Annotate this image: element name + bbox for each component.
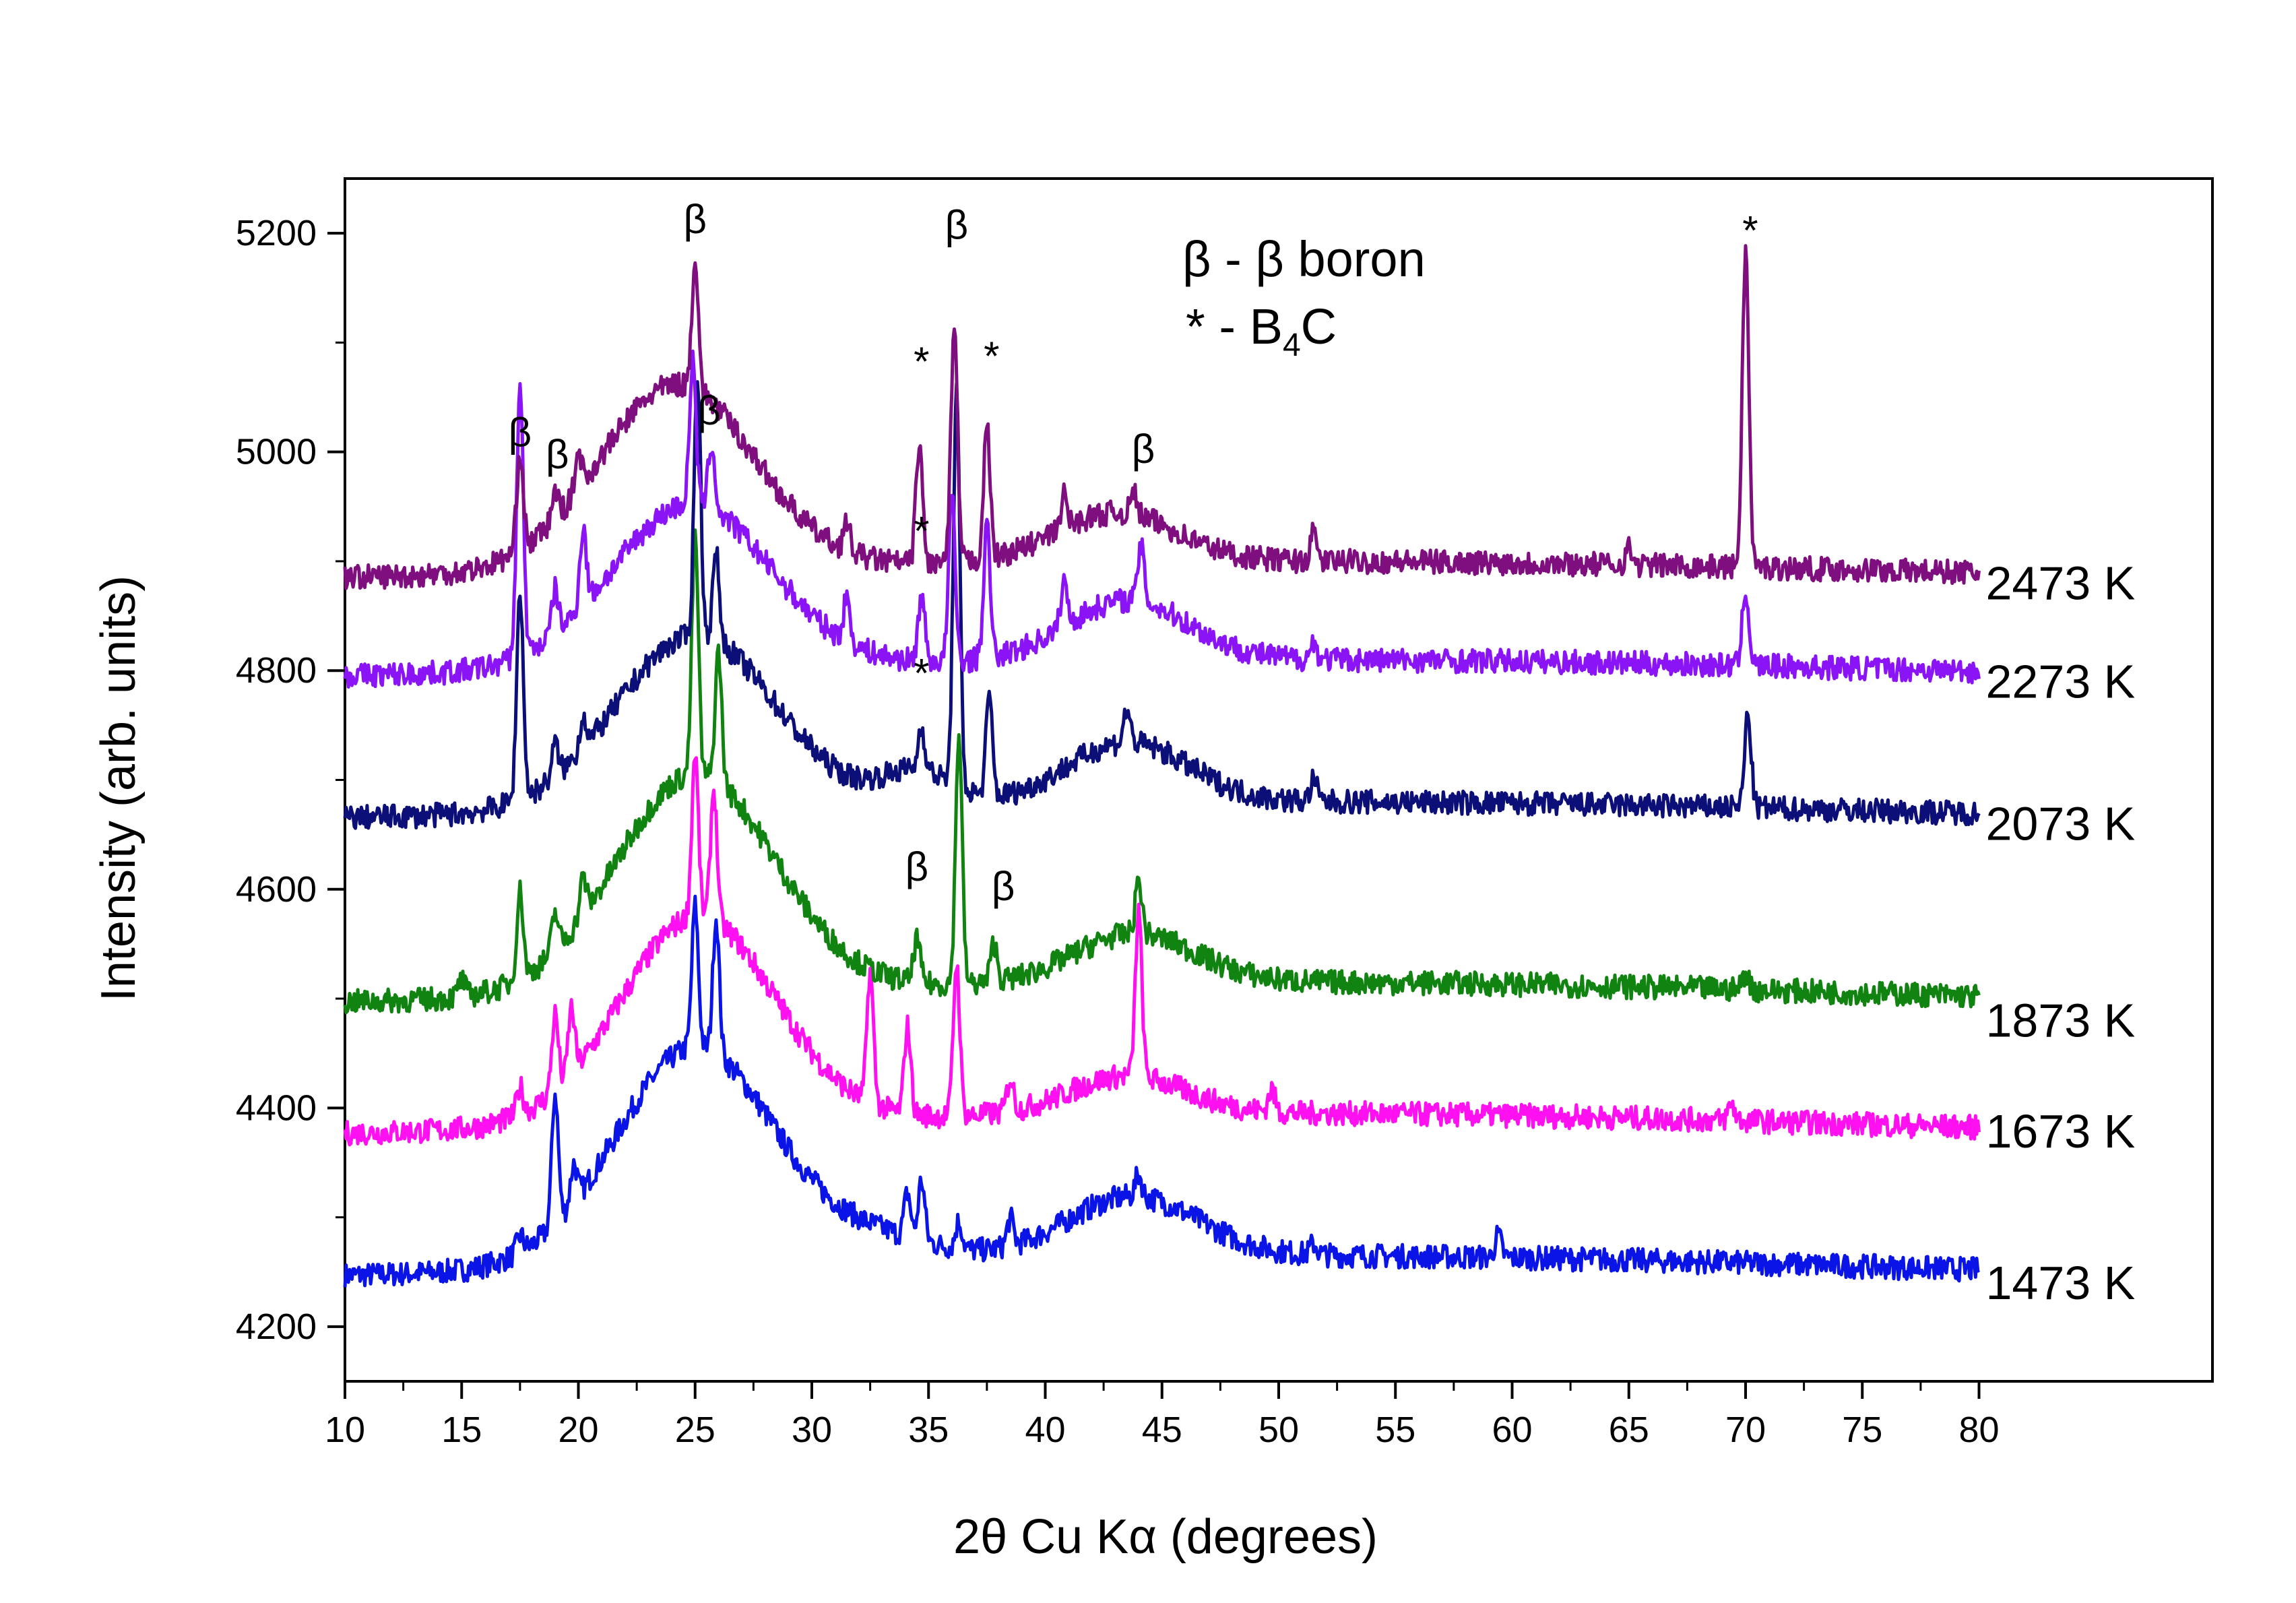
series-line-0 [343,894,1981,1288]
series-label-3: 2073 K [1986,797,2136,850]
peak-annotation-7: β [697,388,721,433]
peak-annotation-6: β [546,432,569,477]
peak-annotation-3: * [914,339,929,384]
series-label-5: 2473 K [1986,557,2136,609]
legend-b4c-suffix: C [1301,298,1337,354]
y-tick-label-4: 5000 [236,432,317,472]
peak-annotation-5: β [509,410,532,455]
series-label-1: 1673 K [1986,1105,2136,1158]
series-layer [343,244,1981,1288]
x-tick-label-12: 70 [1725,1410,1766,1450]
peak-annotation-12: β [992,864,1015,909]
x-tick-label-6: 40 [1025,1410,1065,1450]
x-tick-label-1: 15 [441,1410,482,1450]
peak-annotation-11: β [905,844,929,889]
x-tick-label-8: 50 [1258,1410,1299,1450]
peak-annotation-0: β [683,197,707,242]
legend-beta-text: - β boron [1211,231,1426,287]
y-tick-label-3: 4800 [236,650,317,691]
y-tick-label-5: 5200 [236,213,317,253]
x-tick-label-7: 45 [1142,1410,1182,1450]
series-line-2 [343,528,1981,1015]
peak-annotation-8: β [1132,427,1155,472]
y-axis-title: Intensity (arb. units) [92,575,146,1001]
x-tick-label-13: 75 [1842,1410,1882,1450]
legend-beta-symbol: β [1182,231,1211,287]
x-tick-label-3: 25 [675,1410,715,1450]
y-tick-label-1: 4400 [236,1088,317,1128]
legend-b4c-subscript: 4 [1283,327,1301,363]
series-line-5 [343,244,1981,590]
legend-b4c-symbol: * [1186,298,1205,354]
x-tick-label-0: 10 [325,1410,365,1450]
series-line-1 [343,756,1981,1147]
peak-annotation-9: * [914,509,929,554]
series-line-4 [343,349,1981,689]
peak-annotation-2: * [1742,208,1758,253]
legend-b4c-text: - B [1205,298,1283,354]
y-tick-label-2: 4600 [236,869,317,910]
x-tick-label-4: 30 [792,1410,832,1450]
y-tick-label-0: 4200 [236,1307,317,1347]
x-tick-label-9: 55 [1375,1410,1415,1450]
legend: β - β boron * - B4C [1182,231,1426,363]
x-tick-label-11: 65 [1609,1410,1649,1450]
peak-annotation-10: * [914,651,929,696]
x-tick-label-14: 80 [1958,1410,1999,1450]
x-axis-title: 2θ Cu Kα (degrees) [953,1510,1378,1564]
series-label-4: 2273 K [1986,655,2136,708]
x-tick-label-10: 60 [1492,1410,1532,1450]
axes-layer: 10 15 20 25 30 35 40 45 50 55 60 65 70 75 80 4200 4400 46… [236,213,2000,1450]
x-tick-label-2: 20 [558,1410,598,1450]
peak-annotation-4: * [984,334,999,379]
x-tick-label-5: 35 [908,1410,949,1450]
legend-entry-beta: β - β boron [1182,231,1426,287]
series-label-2: 1873 K [1986,994,2136,1046]
peak-annotation-1: β [945,202,969,247]
series-label-0: 1473 K [1986,1257,2136,1309]
legend-entry-b4c: * - B4C [1186,298,1337,363]
series-line-3 [343,380,1981,830]
